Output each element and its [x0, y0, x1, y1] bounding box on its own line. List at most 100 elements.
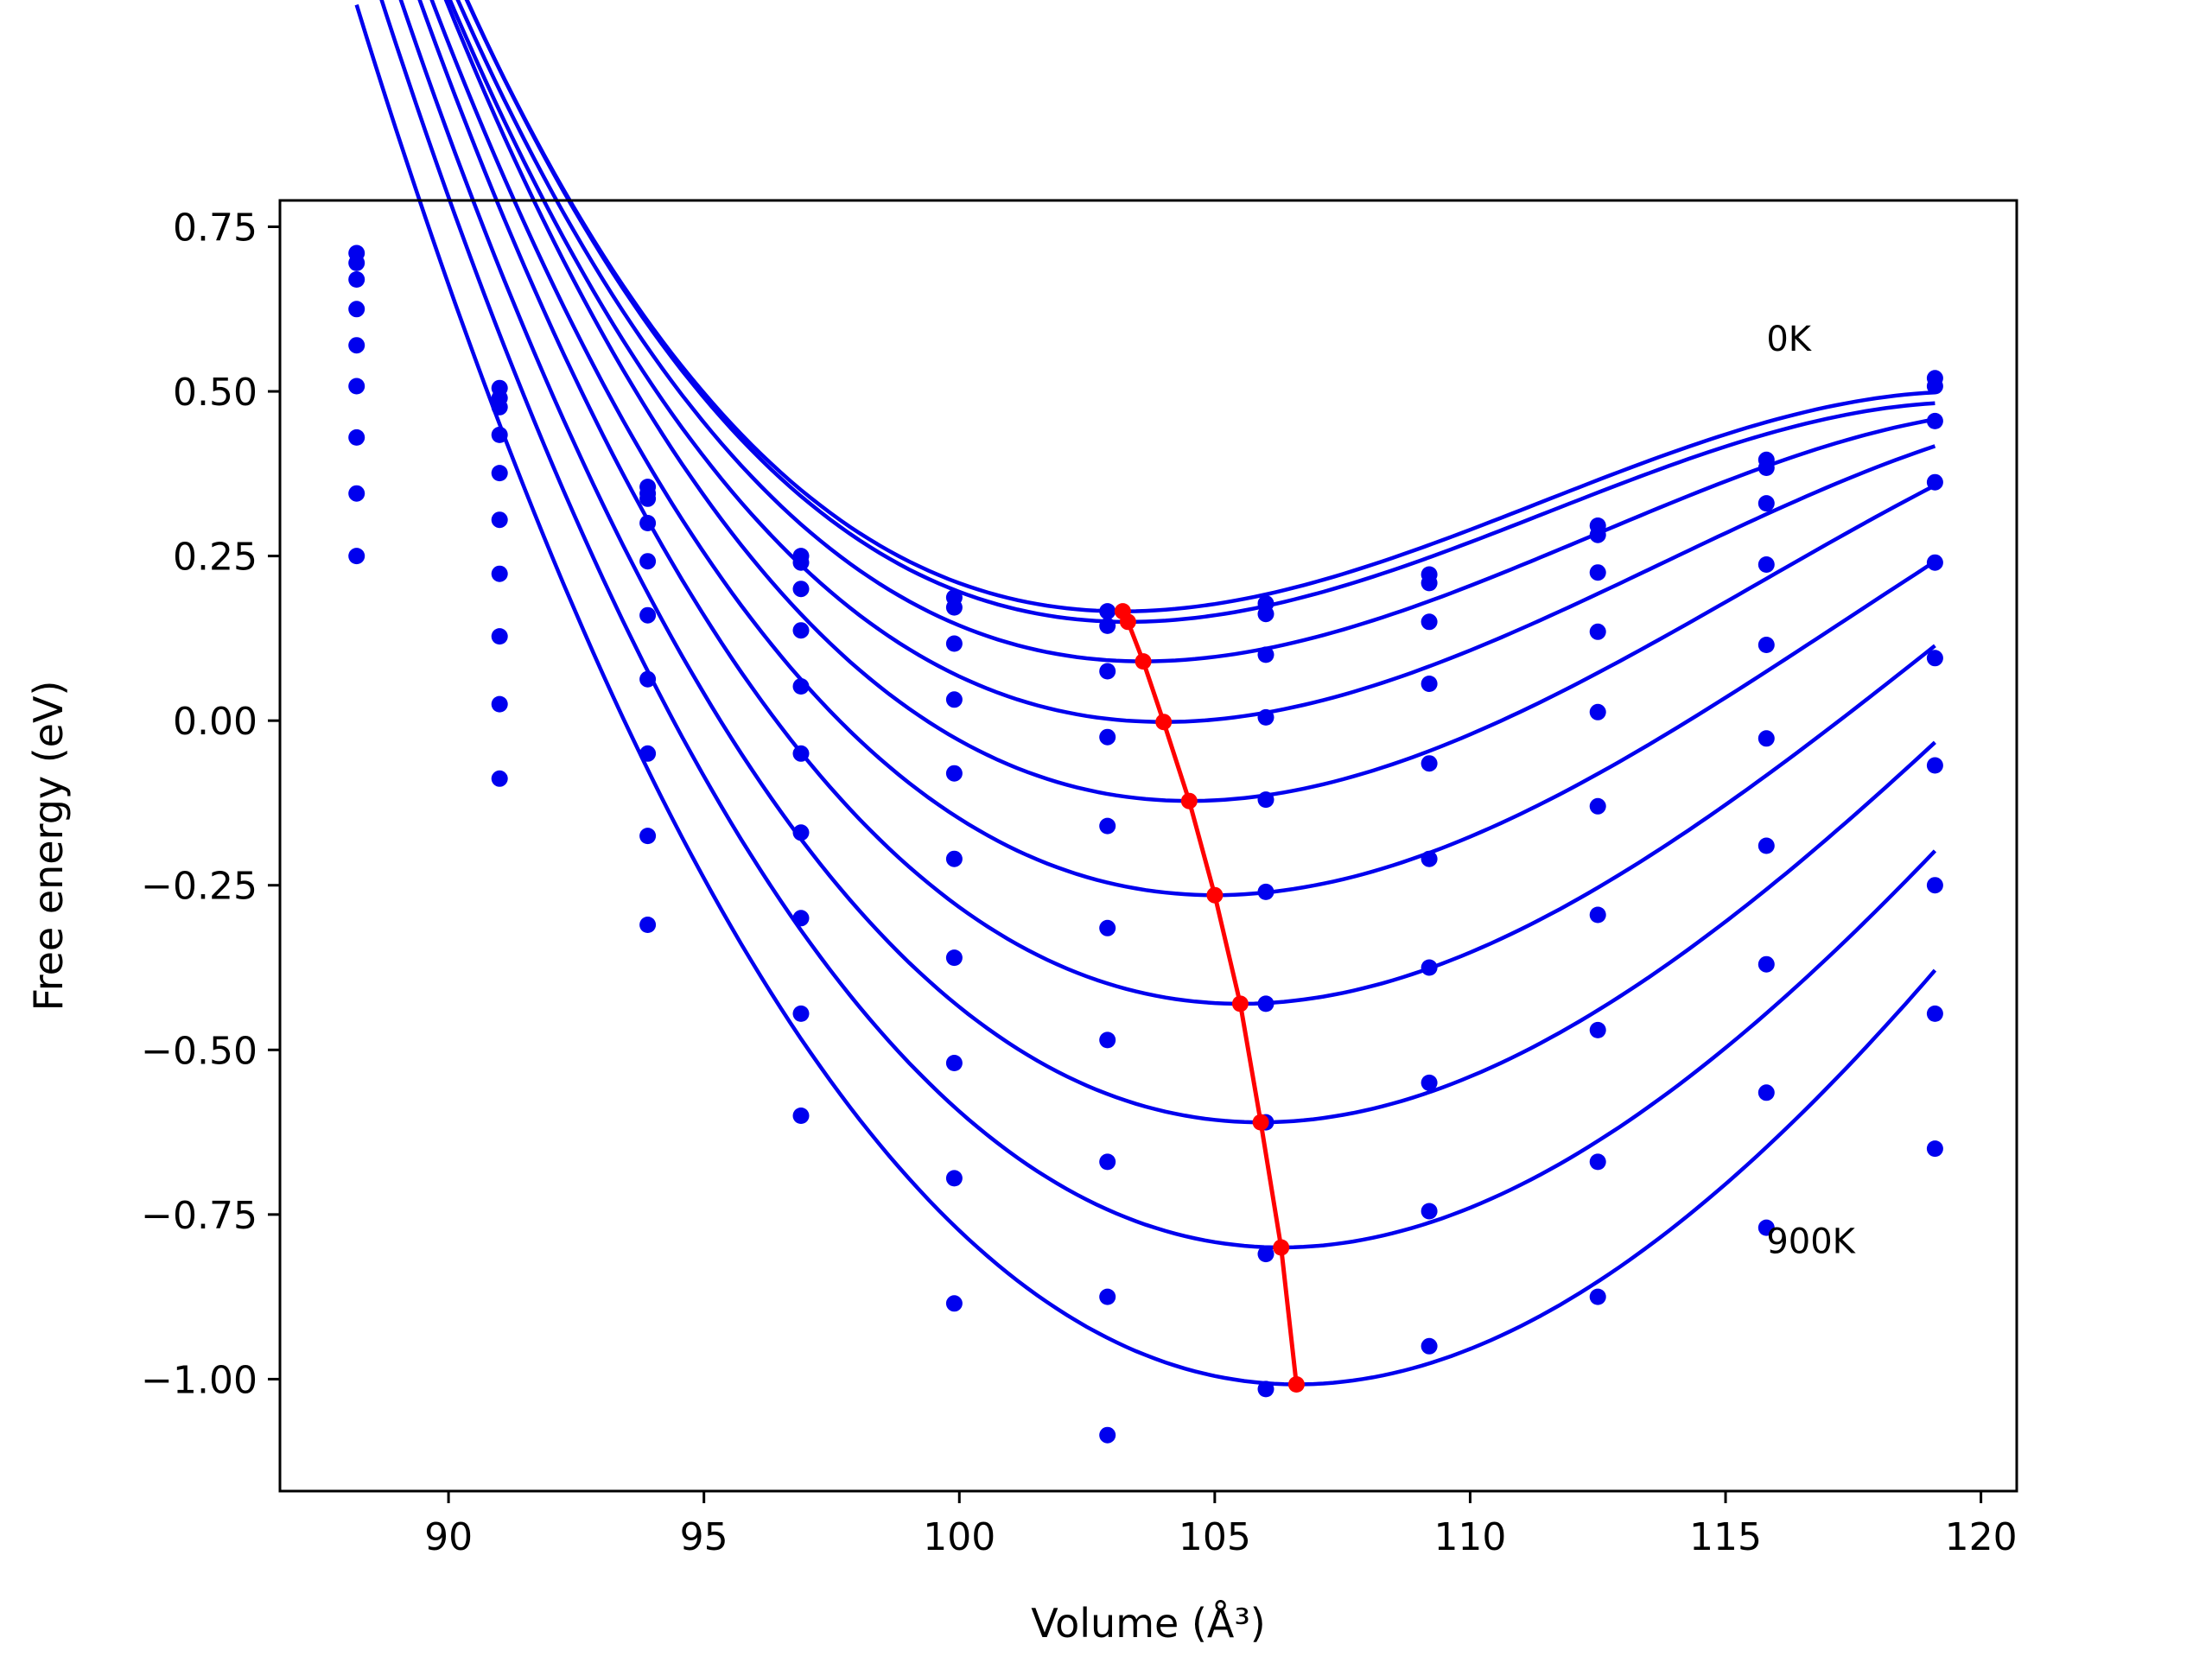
data-point: [1099, 728, 1116, 746]
data-point: [1589, 1021, 1606, 1038]
data-point: [1758, 1084, 1775, 1101]
data-point: [1589, 703, 1606, 720]
data-point: [792, 824, 810, 841]
y-tick-label: −0.75: [141, 1194, 257, 1238]
minimum-point: [1231, 995, 1249, 1012]
minimum-point: [1119, 613, 1136, 631]
data-point: [491, 628, 508, 645]
data-point: [1926, 877, 1943, 894]
data-point: [945, 850, 963, 867]
data-point: [945, 691, 963, 708]
data-point: [792, 745, 810, 762]
data-point: [1758, 556, 1775, 573]
data-point: [1926, 1005, 1943, 1022]
data-point: [639, 553, 657, 570]
data-point: [1589, 797, 1606, 815]
data-point: [348, 271, 365, 288]
data-point: [348, 337, 365, 354]
data-point: [1926, 554, 1943, 571]
data-point: [1421, 676, 1438, 692]
data-point: [639, 490, 657, 507]
data-point: [1589, 623, 1606, 640]
data-point: [1099, 817, 1116, 835]
data-point: [1421, 959, 1438, 976]
data-point: [348, 548, 365, 565]
fit-curve-1: [465, 0, 1936, 625]
data-point: [491, 511, 508, 529]
data-point: [792, 622, 810, 639]
data-point: [348, 428, 365, 446]
data-point: [1257, 1246, 1274, 1263]
plot-frame: [278, 199, 2018, 1493]
data-point: [639, 606, 657, 624]
data-point: [639, 670, 657, 688]
y-tick-label: −0.50: [141, 1029, 257, 1073]
data-point: [1099, 1031, 1116, 1049]
x-tick-label: 100: [923, 1515, 995, 1559]
data-point: [1099, 919, 1116, 936]
data-point: [792, 910, 810, 927]
data-point: [348, 301, 365, 318]
data-point: [348, 485, 365, 502]
data-point: [1421, 1337, 1438, 1355]
x-tick-label: 105: [1179, 1515, 1251, 1559]
data-point: [491, 465, 508, 482]
data-point: [1257, 883, 1274, 900]
data-point: [1926, 378, 1943, 395]
data-point: [491, 695, 508, 713]
data-point: [1257, 1381, 1274, 1398]
data-point: [792, 678, 810, 695]
data-point: [1099, 603, 1116, 620]
minimum-point: [1155, 714, 1173, 731]
data-point: [945, 765, 963, 782]
data-point: [1099, 1288, 1116, 1305]
x-tick-label: 120: [1945, 1515, 2018, 1559]
data-point: [1589, 1153, 1606, 1171]
y-tick-label: 0.25: [173, 536, 257, 580]
data-point: [1926, 650, 1943, 667]
minimum-point: [1135, 653, 1152, 670]
data-point: [1421, 1203, 1438, 1220]
data-point: [1926, 757, 1943, 774]
data-point: [945, 599, 963, 616]
data-point: [1758, 1219, 1775, 1236]
data-point: [792, 581, 810, 598]
data-point: [945, 1295, 963, 1312]
minimum-point: [1252, 1114, 1269, 1131]
temperature-annotation: 0K: [1766, 320, 1812, 359]
data-point: [945, 949, 963, 967]
data-point: [1257, 606, 1274, 623]
data-point: [1421, 755, 1438, 772]
minimum-point: [1206, 886, 1224, 904]
y-tick-label: 0.75: [173, 206, 257, 250]
data-point: [1926, 473, 1943, 491]
fit-curve-3: [448, 0, 1936, 724]
fit-curve-8: [379, 0, 1937, 1250]
data-point: [1421, 850, 1438, 867]
data-point: [792, 1005, 810, 1022]
temperature-annotation: 900K: [1766, 1222, 1856, 1261]
data-point: [1099, 617, 1116, 634]
minimum-point: [1287, 1376, 1305, 1393]
data-point: [1758, 730, 1775, 747]
data-point: [1758, 495, 1775, 512]
data-point: [1421, 1074, 1438, 1091]
x-axis-label: Volume (Å³): [1031, 1600, 1266, 1647]
minimum-point: [1180, 792, 1198, 809]
data-point: [1421, 574, 1438, 592]
x-tick-label: 90: [424, 1515, 473, 1559]
fit-curve-9: [354, 3, 1937, 1387]
y-tick-label: 0.00: [173, 700, 257, 744]
data-point: [1758, 837, 1775, 854]
data-point: [1099, 1426, 1116, 1444]
data-point: [945, 1055, 963, 1071]
data-point: [639, 828, 657, 845]
data-point: [639, 515, 657, 531]
minimum-energy-line: [1121, 610, 1299, 1385]
x-tick-label: 115: [1689, 1515, 1762, 1559]
data-point: [1421, 613, 1438, 631]
data-point: [1589, 906, 1606, 924]
data-point: [1758, 637, 1775, 653]
fit-curve-4: [443, 0, 1936, 803]
y-tick-label: −1.00: [141, 1358, 257, 1402]
